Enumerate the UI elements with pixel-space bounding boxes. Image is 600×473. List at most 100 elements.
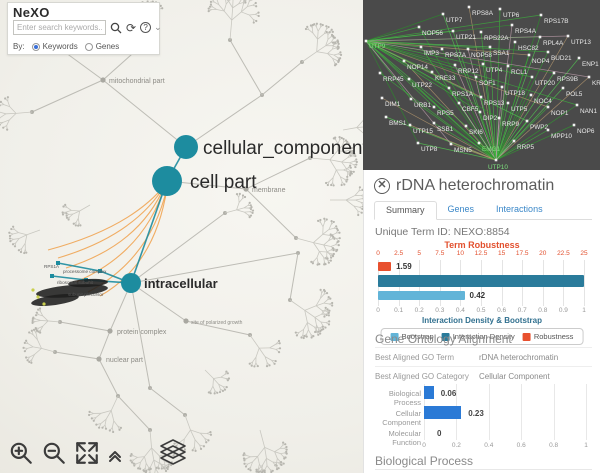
gene-node-label[interactable]: RRP45 <box>383 76 404 83</box>
search-icon[interactable] <box>110 22 122 34</box>
gene-node-label[interactable]: BMS1 <box>389 120 407 127</box>
gene-node-label[interactable]: MSN5 <box>454 147 472 154</box>
gene-node-label[interactable]: UTP20 <box>535 80 555 87</box>
legend-item[interactable]: Bootstrap <box>390 332 434 341</box>
axis-tick: 0.8 <box>549 442 559 449</box>
tab-genes[interactable]: Genes <box>447 204 475 214</box>
gene-node-label[interactable]: UTP13 <box>571 39 591 46</box>
cluster-term-label[interactable]: RPS1A <box>44 264 60 269</box>
gene-node-label[interactable]: RRP12 <box>458 68 479 75</box>
ontology-term-label[interactable]: mitochondrial part <box>109 78 165 85</box>
gene-node-label[interactable]: IMP3 <box>424 50 439 57</box>
gene-node-label[interactable]: SSA1 <box>493 50 510 57</box>
term-detail-panel: ✕ rDNA heterochromatin Summary Genes Int… <box>363 170 600 473</box>
ontology-term-label[interactable]: cell part <box>190 172 257 193</box>
gene-node-label[interactable]: DIP2 <box>483 115 498 122</box>
tab-interactions[interactable]: Interactions <box>496 204 543 214</box>
fit-to-screen-button[interactable] <box>74 440 100 466</box>
gene-node-label[interactable]: UTP21 <box>456 34 476 41</box>
gene-node-label[interactable]: UTP5 <box>511 106 528 113</box>
gene-node-label[interactable]: EMG1 <box>482 146 501 153</box>
gene-node-label[interactable]: NAN1 <box>580 108 597 115</box>
gene-node-label[interactable]: UTP9 <box>369 43 386 50</box>
gene-node-label[interactable]: PWP2 <box>530 124 549 131</box>
gene-node-label[interactable]: UTP15 <box>413 128 433 135</box>
gene-node-label[interactable]: NOC4 <box>534 98 552 105</box>
ontology-term-node[interactable] <box>174 135 198 159</box>
gene-node-label[interactable]: RPS8A <box>472 10 494 17</box>
gene-node-label[interactable]: RPS4A <box>515 28 537 35</box>
gene-node-label[interactable]: RPS13 <box>484 100 505 107</box>
ontology-term-node[interactable] <box>121 273 141 293</box>
bar-value-label: 1.59 <box>396 262 412 271</box>
gene-node-label[interactable]: RCL1 <box>511 69 528 76</box>
gene-node-label[interactable]: NOP4 <box>532 58 550 65</box>
gene-node-label[interactable]: NOP1 <box>551 110 569 117</box>
close-icon[interactable]: ✕ <box>374 178 390 194</box>
gene-node-label[interactable]: RPS1A <box>452 91 474 98</box>
gene-node-label[interactable]: RPS7A <box>445 52 467 59</box>
radio-keywords[interactable]: Keywords <box>31 42 78 51</box>
gene-node-label[interactable]: RRP5 <box>517 144 534 151</box>
axis-label: Interaction Density & Bootstrap <box>421 316 542 325</box>
gene-node-label[interactable]: UTP18 <box>505 90 525 97</box>
collapse-icon[interactable] <box>107 448 123 464</box>
search-input[interactable] <box>13 20 106 35</box>
zoom-in-button[interactable] <box>8 440 34 466</box>
gene-node-label[interactable]: UTP8 <box>421 146 438 153</box>
gene-node-label[interactable]: UTP22 <box>412 82 432 89</box>
gene-node-label[interactable]: KRR1 <box>592 80 600 87</box>
gene-node-label[interactable]: NOP58 <box>471 52 492 59</box>
gene-node-label[interactable]: URB1 <box>414 102 431 109</box>
gene-node-label[interactable]: RRP9 <box>502 121 519 128</box>
tab-summary[interactable]: Summary <box>374 201 437 220</box>
gene-node-label[interactable]: SSB1 <box>437 126 454 133</box>
layers-button[interactable] <box>158 438 188 466</box>
axis-tick: 0.5 <box>476 307 486 314</box>
gene-node-label[interactable]: CBF5 <box>462 106 479 113</box>
gene-node-label[interactable]: HSC82 <box>518 45 539 52</box>
ontology-term-label[interactable]: site of polarized growth <box>191 320 243 326</box>
zoom-out-button[interactable] <box>41 440 67 466</box>
gene-node-label[interactable]: UTP6 <box>503 12 520 19</box>
gene-network-panel[interactable]: UTP9 NOP56 UTP7 RPS8A UTP6 RPS17B RPS4A UTP21 RP… <box>363 0 600 170</box>
gene-node-label[interactable]: NOP14 <box>407 64 428 71</box>
legend-item[interactable]: Robustness <box>522 332 573 341</box>
gene-node-label[interactable]: NOP6 <box>577 128 595 135</box>
ontology-term-label[interactable]: protein complex <box>117 329 167 336</box>
gene-node-label[interactable]: KRE33 <box>435 75 456 82</box>
gene-node-label[interactable]: SOF1 <box>479 80 496 87</box>
gene-node-label[interactable]: RPS5 <box>437 110 454 117</box>
ontology-term-label[interactable]: nuclear part <box>106 357 143 364</box>
gene-node-label[interactable]: ENP1 <box>582 61 599 68</box>
gene-node-label[interactable]: MPP10 <box>551 133 572 140</box>
axis-tick: 12.5 <box>474 250 488 257</box>
chevron-down-icon[interactable]: ⌄ <box>154 22 162 32</box>
gene-node-label[interactable]: DIM1 <box>385 101 401 108</box>
gene-node-label[interactable]: NOP56 <box>422 30 443 37</box>
refresh-icon[interactable]: ⟳ <box>126 20 137 35</box>
gene-node-label[interactable]: UTP7 <box>446 17 463 24</box>
gene-node-label[interactable]: UTP10 <box>488 164 508 170</box>
cluster-term-label[interactable]: ribosomal subunit <box>57 280 94 285</box>
gene-node-label[interactable]: RPL4A <box>543 40 564 47</box>
gene-node-label[interactable]: RPS17B <box>544 18 569 25</box>
help-icon[interactable]: ? <box>140 22 152 33</box>
gene-node-label[interactable]: POL5 <box>566 91 583 98</box>
ontology-term-label[interactable]: cellular_component <box>203 138 368 159</box>
gene-node-label[interactable]: RPS22A <box>484 35 509 42</box>
gene-node-label[interactable]: RPS9B <box>557 76 578 83</box>
gene-node-label[interactable]: BUD21 <box>551 55 572 62</box>
ontology-term-label[interactable]: membrane <box>252 187 286 194</box>
radio-genes[interactable]: Genes <box>84 42 119 51</box>
table-row: Best Aligned GO Term rDNA heterochromati… <box>375 347 592 366</box>
cluster-term-label[interactable]: processome complex <box>63 269 107 274</box>
bar-biological-process <box>424 386 434 399</box>
gene-node-label[interactable]: UTP4 <box>486 67 503 74</box>
axis-tick: 0.6 <box>516 442 526 449</box>
ontology-term-node[interactable] <box>152 166 182 196</box>
cluster-term-label[interactable]: subunit precursor <box>68 292 104 297</box>
ontology-term-label[interactable]: intracellular <box>144 276 218 291</box>
legend-item[interactable]: Interaction Density <box>441 332 515 341</box>
gene-node-label[interactable]: SKI6 <box>469 129 483 136</box>
